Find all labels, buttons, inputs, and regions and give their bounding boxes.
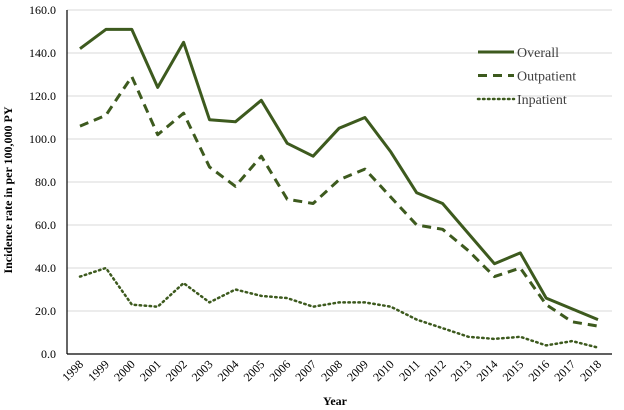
x-tick-label: 2018 — [577, 357, 604, 384]
legend-label: Overall — [517, 46, 559, 61]
x-tick-label: 2003 — [189, 357, 216, 384]
legend-label: Outpatient — [517, 70, 576, 85]
x-tick-label: 1999 — [85, 357, 112, 384]
series-line-outpatient — [79, 75, 599, 328]
x-tick-label: 2006 — [266, 357, 293, 384]
y-tick-label: 80.0 — [35, 175, 56, 189]
gridlines — [67, 9, 612, 312]
x-tick-label: 2016 — [525, 357, 552, 384]
x-tick-label: 2001 — [137, 357, 164, 384]
x-tick-label: 2007 — [292, 357, 319, 384]
x-tick-label: 2011 — [396, 357, 423, 384]
x-tick-label: 2012 — [422, 357, 449, 384]
x-tick-labels: 1998 1999 2000 2001 2002 2003 2004 2005 2006 2007… — [59, 357, 604, 384]
x-tick-label: 2010 — [370, 357, 397, 384]
y-axis-title: Incidence rate in per 100,000 PY — [1, 106, 15, 273]
x-tick-label: 2014 — [474, 357, 501, 384]
x-tick-label: 1998 — [59, 357, 86, 384]
y-tick-label: 160.0 — [29, 3, 56, 17]
x-tick-label: 2000 — [111, 357, 138, 384]
y-tick-label: 120.0 — [29, 89, 56, 103]
x-axis-title: Year — [323, 394, 348, 408]
y-tick-label: 140.0 — [29, 46, 56, 60]
y-tick-labels: 0.0 20.0 40.0 60.0 80.0 100.0 120.0 140.0 160.0 — [29, 3, 56, 361]
x-tick-label: 2015 — [500, 357, 527, 384]
x-tick-label: 2004 — [215, 357, 242, 384]
y-tick-label: 60.0 — [35, 218, 56, 232]
legend: Overall Outpatient Inpatient — [476, 46, 576, 108]
y-tick-label: 100.0 — [29, 132, 56, 146]
legend-label: Inpatient — [517, 93, 567, 108]
y-tick-label: 0.0 — [41, 347, 56, 361]
series-lines — [78, 27, 600, 349]
x-tick-label: 2009 — [344, 357, 371, 384]
y-tick-label: 40.0 — [35, 261, 56, 275]
y-tick-label: 20.0 — [35, 304, 56, 318]
series-line-overall — [79, 27, 599, 321]
x-tick-label: 2017 — [551, 357, 578, 384]
x-tick-label: 2008 — [318, 357, 345, 384]
x-tick-label: 2013 — [448, 357, 475, 384]
x-tick-label: 2005 — [241, 357, 268, 384]
series-line-inpatient — [78, 266, 600, 349]
x-tick-label: 2002 — [163, 357, 190, 384]
